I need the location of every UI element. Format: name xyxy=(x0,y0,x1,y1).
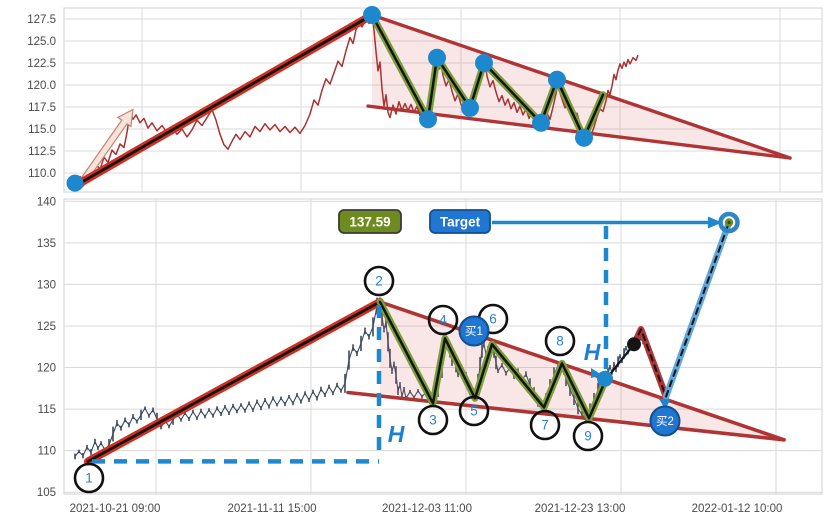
top-chart xyxy=(66,6,792,192)
numbered-marker-1 xyxy=(73,462,105,494)
numbered-marker-label: 9 xyxy=(584,429,592,444)
x-tick-label: 2021-12-23 13:00 xyxy=(535,503,626,515)
numbered-marker-8 xyxy=(544,325,576,357)
flagpole-line-core xyxy=(78,13,374,185)
pivot-dot xyxy=(461,98,479,117)
numbered-marker-label: 6 xyxy=(489,312,497,327)
buy2-arrow-icon xyxy=(659,399,671,409)
flag-upper-line xyxy=(378,300,786,442)
buy-marker-label: 买1 xyxy=(465,325,483,338)
y-tick-label: 130 xyxy=(37,279,56,291)
y-tick-label: 127.5 xyxy=(27,14,56,26)
y-tick-label: 110 xyxy=(38,446,56,458)
plot-border xyxy=(63,7,823,193)
y-tick-label: 140 xyxy=(37,196,56,208)
measure-value-label: 137.59 xyxy=(349,215,390,230)
top-grid xyxy=(63,7,823,193)
numbered-marker-label: 5 xyxy=(470,404,478,419)
numbered-marker-label: 4 xyxy=(439,313,447,328)
buy-marker-1 xyxy=(458,315,490,347)
pennant-upper-line xyxy=(370,13,792,160)
y-tick-label: 122.5 xyxy=(27,58,56,70)
measure-value-box xyxy=(338,209,402,234)
bottom-y-axis: 140 135 130 125 120 115 110 105 xyxy=(37,196,56,499)
numbered-marker-label: 7 xyxy=(541,418,549,433)
target-box xyxy=(429,209,491,234)
pivot-dot xyxy=(532,113,550,132)
plot-border xyxy=(63,198,823,495)
flagpole-line-core xyxy=(86,300,382,463)
y-tick-label: 112.5 xyxy=(28,146,56,158)
buy-marker-2 xyxy=(649,405,681,437)
to-target-blue-swing-core xyxy=(665,221,730,398)
x-tick-label: 2021-11-11 15:00 xyxy=(227,503,316,515)
y-tick-label: 125.0 xyxy=(27,36,56,48)
annotations-layer: 1 2 3 4 5 6 7 8 9 买1 买2 H H 137.59 Target xyxy=(73,209,740,494)
candle-close-line xyxy=(74,301,644,457)
x-tick-label: 2022-01-12 10:00 xyxy=(692,503,783,515)
y-tick-label: 110.0 xyxy=(28,168,56,180)
y-tick-label: 117.5 xyxy=(28,102,56,114)
numbered-marker-9 xyxy=(572,420,604,452)
x-axis: 2021-10-21 09:00 2021-11-11 15:00 2021-12-… xyxy=(70,503,783,515)
zigzag-line-core xyxy=(378,300,608,420)
y-tick-label: 115.0 xyxy=(28,124,56,136)
numbered-marker-3 xyxy=(417,404,449,436)
numbered-marker-7 xyxy=(529,409,561,441)
pivot-dot xyxy=(363,6,381,24)
target-arrowhead-icon xyxy=(708,216,722,229)
numbered-marker-label: 2 xyxy=(375,274,383,289)
pivot-dot xyxy=(419,110,437,129)
x-tick-label: 2021-10-21 09:00 xyxy=(70,503,161,515)
y-tick-label: 120 xyxy=(37,363,56,375)
start-pivot-dot xyxy=(66,174,84,192)
buy-marker-label: 买2 xyxy=(656,415,674,428)
target-box-label: Target xyxy=(440,215,481,230)
entry-arrow-icon xyxy=(591,368,602,378)
target-point-center xyxy=(727,221,731,224)
y-tick-label: 135 xyxy=(37,238,56,250)
pivot-dot xyxy=(548,70,566,89)
y-tick-label: 120.0 xyxy=(27,80,56,92)
top-y-axis: 127.5 125.0 122.5 120.0 117.5 115.0 112.5 110.0 xyxy=(27,14,56,180)
swing-high-black-dot xyxy=(627,337,641,352)
numbered-marker-2 xyxy=(363,265,395,297)
h-measure-label: H xyxy=(584,339,601,365)
y-tick-label: 115 xyxy=(38,404,56,416)
pivot-dot xyxy=(475,54,493,72)
trend-arrow xyxy=(76,108,134,189)
y-tick-label: 125 xyxy=(37,321,56,333)
numbered-marker-label: 1 xyxy=(85,471,93,486)
target-point-ring xyxy=(718,211,740,234)
numbered-marker-4 xyxy=(427,304,459,336)
h-measure-label: H xyxy=(388,421,405,447)
x-tick-label: 2021-12-03 11:00 xyxy=(382,503,472,515)
y-tick-label: 105 xyxy=(37,487,56,499)
numbered-marker-label: 8 xyxy=(556,334,564,349)
numbered-marker-label: 3 xyxy=(429,413,437,428)
pivot-dot xyxy=(575,128,593,147)
breakout-dot xyxy=(597,370,613,387)
numbered-marker-5 xyxy=(458,395,490,427)
flag-lower-line xyxy=(346,390,786,442)
pivot-dot xyxy=(428,48,446,67)
